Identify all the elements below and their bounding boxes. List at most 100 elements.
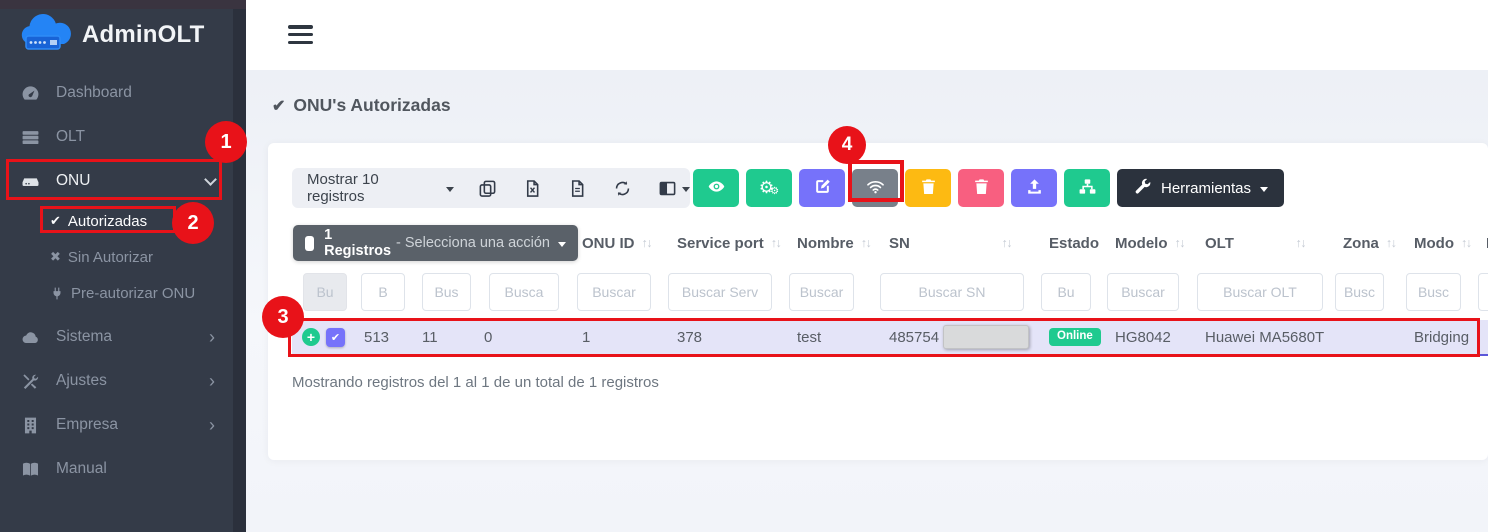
edit-icon	[813, 177, 832, 199]
caret-down-icon	[682, 186, 690, 192]
sidebar-item-olt[interactable]: OLT	[0, 115, 233, 159]
sidebar-item-label: ONU	[56, 172, 91, 189]
sidebar-item-ajustes[interactable]: Ajustes ›	[0, 359, 233, 403]
cell-sn: 485754	[879, 325, 1039, 349]
cell-estado: Online	[1039, 327, 1105, 347]
sort-icon: ↑↓	[1295, 236, 1307, 250]
column-header-zona[interactable]: Zona ↑↓	[1343, 234, 1397, 252]
sort-icon: ↑↓	[1001, 236, 1013, 250]
cell-modelo: HG8042	[1115, 328, 1171, 346]
gears-icon: ⚙ ⚙	[758, 178, 780, 197]
book-icon	[20, 459, 40, 479]
search-input-modo[interactable]	[1406, 273, 1461, 311]
search-input-estado[interactable]	[1041, 273, 1091, 311]
column-visibility-control[interactable]	[658, 179, 690, 198]
network-button[interactable]	[1064, 169, 1110, 207]
sidebar-item-sin-autorizar[interactable]: ✖ Sin Autorizar	[0, 239, 233, 275]
sidebar-item-manual[interactable]: Manual	[0, 447, 233, 491]
search-input-olt[interactable]	[1197, 273, 1323, 311]
search-input[interactable]	[489, 273, 559, 311]
status-badge: Online	[1049, 327, 1101, 347]
dashboard-icon	[20, 83, 40, 103]
search-input[interactable]	[361, 273, 405, 311]
copy-icon[interactable]	[478, 179, 497, 198]
sort-icon: ↑↓	[641, 236, 653, 250]
sidebar-item-empresa[interactable]: Empresa ›	[0, 403, 233, 447]
column-header-clipped[interactable]: I	[1476, 235, 1488, 252]
sidebar-item-label: Sistema	[56, 328, 112, 345]
sidebar-item-label: Empresa	[56, 416, 119, 433]
caret-down-icon	[446, 186, 454, 192]
table-row[interactable]: + ✔ 513 11 0 1 378 test 485754 Online HG…	[292, 320, 1488, 356]
column-header-sn[interactable]: SN ↑↓	[889, 234, 1013, 252]
table-toolbar-group: Mostrar 10 registros	[292, 168, 690, 208]
eye-icon	[707, 177, 726, 199]
config-button[interactable]: ⚙ ⚙	[746, 169, 792, 207]
cell-id: 513	[364, 328, 390, 346]
search-input[interactable]	[422, 273, 471, 311]
search-input-disabled	[303, 273, 347, 311]
refresh-icon[interactable]	[613, 179, 632, 198]
expand-row-icon[interactable]: +	[302, 328, 320, 346]
hamburger-menu-icon[interactable]	[288, 25, 313, 48]
chevron-right-icon: ›	[209, 415, 215, 435]
column-header-olt[interactable]: OLT ↑↓	[1205, 234, 1307, 252]
page-content: ✔ ONU's Autorizadas Mostrar 10 registros	[246, 70, 1488, 532]
column-header-onu-id[interactable]: ONU ID ↑↓	[582, 234, 653, 252]
upload-button[interactable]	[1011, 169, 1057, 207]
table-search-row	[292, 272, 1488, 312]
caret-down-icon	[1260, 186, 1269, 192]
table-info-text: Mostrando registros del 1 al 1 de un tot…	[292, 374, 659, 391]
bulk-action-dropdown[interactable]: 1 Registros - Selecciona una acción	[293, 225, 578, 261]
column-header-estado[interactable]: Estado	[1049, 234, 1100, 252]
topbar	[246, 0, 1488, 70]
file-icon[interactable]	[568, 179, 587, 198]
columns-icon	[658, 179, 677, 198]
soft-delete-button[interactable]	[905, 169, 951, 207]
excel-icon[interactable]	[523, 179, 542, 198]
wrench-icon	[1133, 177, 1152, 200]
sort-icon: ↑↓	[1385, 236, 1397, 250]
sidebar-item-sistema[interactable]: Sistema ›	[0, 315, 233, 359]
table-header-row: ONU ID ↑↓ Service port ↑↓ Nombre ↑↓ SN ↑…	[292, 225, 1488, 261]
column-header-service-port[interactable]: Service port ↑↓	[677, 234, 782, 252]
sidebar-item-pre-autorizar[interactable]: Pre-autorizar ONU	[0, 275, 233, 311]
chevron-down-icon	[204, 172, 217, 186]
sidebar-item-label: Sin Autorizar	[67, 248, 153, 266]
select-all-checkbox[interactable]	[305, 235, 315, 251]
sidebar-item-autorizadas[interactable]: ✔ Autorizadas	[0, 203, 233, 239]
sidebar-item-label: OLT	[56, 128, 85, 145]
plug-icon	[50, 286, 64, 300]
edit-button[interactable]	[799, 169, 845, 207]
column-header-modelo[interactable]: Modelo ↑↓	[1115, 234, 1185, 252]
search-input-nombre[interactable]	[789, 273, 854, 311]
sidebar-item-dashboard[interactable]: Dashboard	[0, 71, 233, 115]
check-icon: ✔	[50, 213, 61, 228]
page-length-select[interactable]: Mostrar 10 registros	[292, 171, 454, 205]
search-input-onu-id[interactable]	[577, 273, 651, 311]
chevron-right-icon: ›	[209, 327, 215, 347]
row-checkbox[interactable]: ✔	[326, 327, 345, 347]
sitemap-icon	[1078, 177, 1097, 199]
tools-dropdown-button[interactable]: Herramientas	[1117, 169, 1285, 207]
column-header-modo[interactable]: Modo ↑↓	[1414, 234, 1472, 252]
sidebar-menu: Dashboard OLT ONU ✔ Autorizadas ✖	[0, 71, 233, 491]
wifi-button[interactable]	[852, 169, 898, 207]
sidebar-item-label: Autorizadas	[67, 212, 148, 230]
cell-port: 0	[484, 328, 493, 346]
delete-button[interactable]	[958, 169, 1004, 207]
search-input-clipped[interactable]	[1478, 273, 1488, 311]
search-input-zona[interactable]	[1335, 273, 1384, 311]
search-input-modelo[interactable]	[1107, 273, 1179, 311]
adminolt-logo-icon	[21, 14, 71, 50]
brand[interactable]: AdminOLT	[18, 14, 204, 56]
export-icons	[478, 179, 690, 198]
column-header-nombre[interactable]: Nombre ↑↓	[797, 234, 872, 252]
onu-table-card: Mostrar 10 registros	[268, 143, 1488, 460]
view-button[interactable]	[693, 169, 739, 207]
search-input-service-port[interactable]	[668, 273, 772, 311]
sidebar-rail	[233, 0, 246, 532]
sidebar-item-onu[interactable]: ONU	[0, 159, 233, 203]
search-input-sn[interactable]	[880, 273, 1024, 311]
